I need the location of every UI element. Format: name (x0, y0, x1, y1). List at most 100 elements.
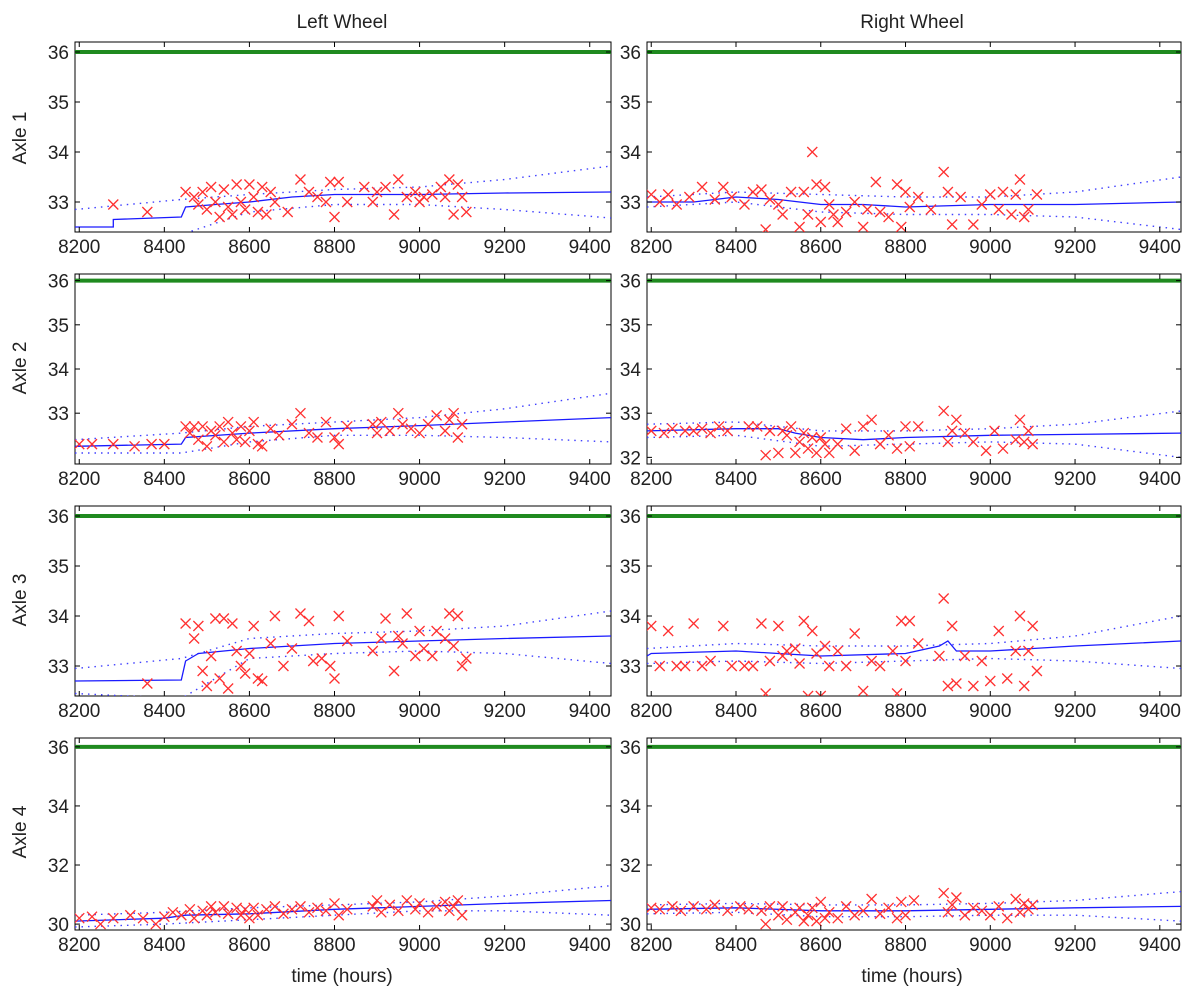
upper-bound-line (75, 392, 611, 441)
measurement-point (452, 179, 464, 190)
x-tick-label: 9200 (484, 701, 526, 722)
measurement-point (256, 440, 268, 452)
measurement-point (388, 665, 400, 677)
measurement-point (980, 445, 992, 457)
measurement-point (717, 181, 729, 193)
y-tick-label: 30 (620, 915, 641, 936)
measurement-point (662, 189, 674, 200)
measurement-point (739, 660, 750, 672)
measurement-point (286, 903, 298, 915)
measurement-point (866, 893, 878, 905)
y-tick-label: 36 (620, 507, 641, 528)
measurement-point (456, 660, 468, 672)
measurement-point (248, 620, 260, 632)
plot-area (74, 505, 612, 697)
measurement-point (1014, 174, 1026, 185)
x-tick-label: 8200 (58, 935, 100, 956)
measurement-point (277, 908, 289, 920)
measurement-point (75, 912, 85, 924)
measurement-point (367, 900, 379, 912)
x-tick-label: 9400 (1139, 237, 1181, 258)
trend-line (75, 416, 611, 447)
measurement-point (1022, 425, 1034, 437)
measurement-point (443, 174, 455, 185)
measurement-point (435, 181, 447, 193)
measurement-point (925, 204, 937, 215)
measurement-point (226, 209, 238, 220)
measurement-point (840, 900, 852, 912)
measurement-point (938, 593, 950, 604)
measurement-point (184, 427, 196, 439)
measurement-point (124, 909, 136, 921)
measurement-point (333, 610, 345, 622)
measurement-point (75, 438, 85, 450)
measurement-point (448, 407, 460, 419)
measurement-point (772, 199, 784, 210)
measurement-point (802, 209, 814, 220)
measurement-point (456, 418, 468, 430)
measurement-point (1010, 893, 1022, 905)
measurement-point (401, 608, 413, 619)
measurement-point (329, 211, 340, 223)
measurement-point (197, 665, 209, 677)
subplot-axle-1-right: 8200 8400 8600 8800 9000 9200 9400 33 34 35 36 (620, 41, 1182, 258)
y-tick-label: 34 (620, 143, 642, 164)
measurement-point (222, 416, 234, 428)
measurement-point (248, 191, 260, 203)
measurement-point (688, 900, 700, 912)
measurement-point (235, 420, 247, 432)
x-tick-label: 9400 (1139, 701, 1181, 722)
measurement-point (307, 655, 319, 667)
measurement-point (320, 905, 332, 917)
measurement-point (452, 895, 464, 906)
measurement-point (235, 196, 247, 208)
measurement-point (371, 427, 383, 439)
measurement-point (798, 915, 810, 927)
y-tick-label: 35 (620, 93, 641, 114)
upper-bound-line (75, 165, 611, 211)
measurement-point (811, 648, 822, 659)
measurement-point (815, 432, 827, 443)
measurement-point (141, 206, 153, 218)
x-tick-label: 9400 (569, 469, 611, 490)
column-title-left: Left Wheel (297, 12, 388, 33)
measurement-point (401, 895, 413, 906)
measurement-point (883, 429, 895, 441)
subplot-grid: 8200 8400 8600 8800 9000 9200 9400333435368200… (48, 41, 1182, 956)
measurement-point (201, 440, 213, 452)
measurement-point (705, 655, 717, 667)
measurement-point (129, 440, 141, 452)
measurement-point (456, 909, 468, 921)
measurement-point (295, 174, 306, 185)
measurement-point (950, 678, 962, 689)
row-label-axle-4: Axle 4 (10, 805, 31, 858)
x-tick-label: 8600 (228, 701, 270, 722)
measurement-point (832, 216, 844, 228)
measurement-point (828, 209, 839, 220)
x-tick-label: 8800 (884, 701, 926, 722)
measurement-point (874, 206, 886, 218)
measurement-point (341, 196, 353, 208)
measurement-point (840, 660, 852, 672)
measurement-point (409, 903, 421, 915)
x-tick-label: 8600 (800, 935, 842, 956)
x-tick-label: 8400 (143, 935, 185, 956)
measurement-point (857, 685, 869, 696)
measurement-point (431, 900, 443, 912)
x-tick-label: 8600 (228, 469, 270, 490)
measurement-point (989, 425, 1000, 437)
measurement-point (1027, 438, 1039, 450)
plot-area (646, 737, 1182, 931)
measurement-point (192, 620, 204, 632)
x-tick-label: 9400 (1139, 935, 1181, 956)
measurement-point (231, 179, 243, 190)
measurement-point (713, 420, 725, 432)
measurement-point (662, 625, 674, 637)
measurement-point (764, 425, 776, 437)
measurement-point (938, 887, 950, 899)
measurement-point (1014, 610, 1026, 622)
measurement-point (141, 678, 153, 689)
measurement-point (243, 179, 255, 190)
x-tick-label: 8200 (630, 701, 672, 722)
measurement-point (1018, 211, 1030, 223)
